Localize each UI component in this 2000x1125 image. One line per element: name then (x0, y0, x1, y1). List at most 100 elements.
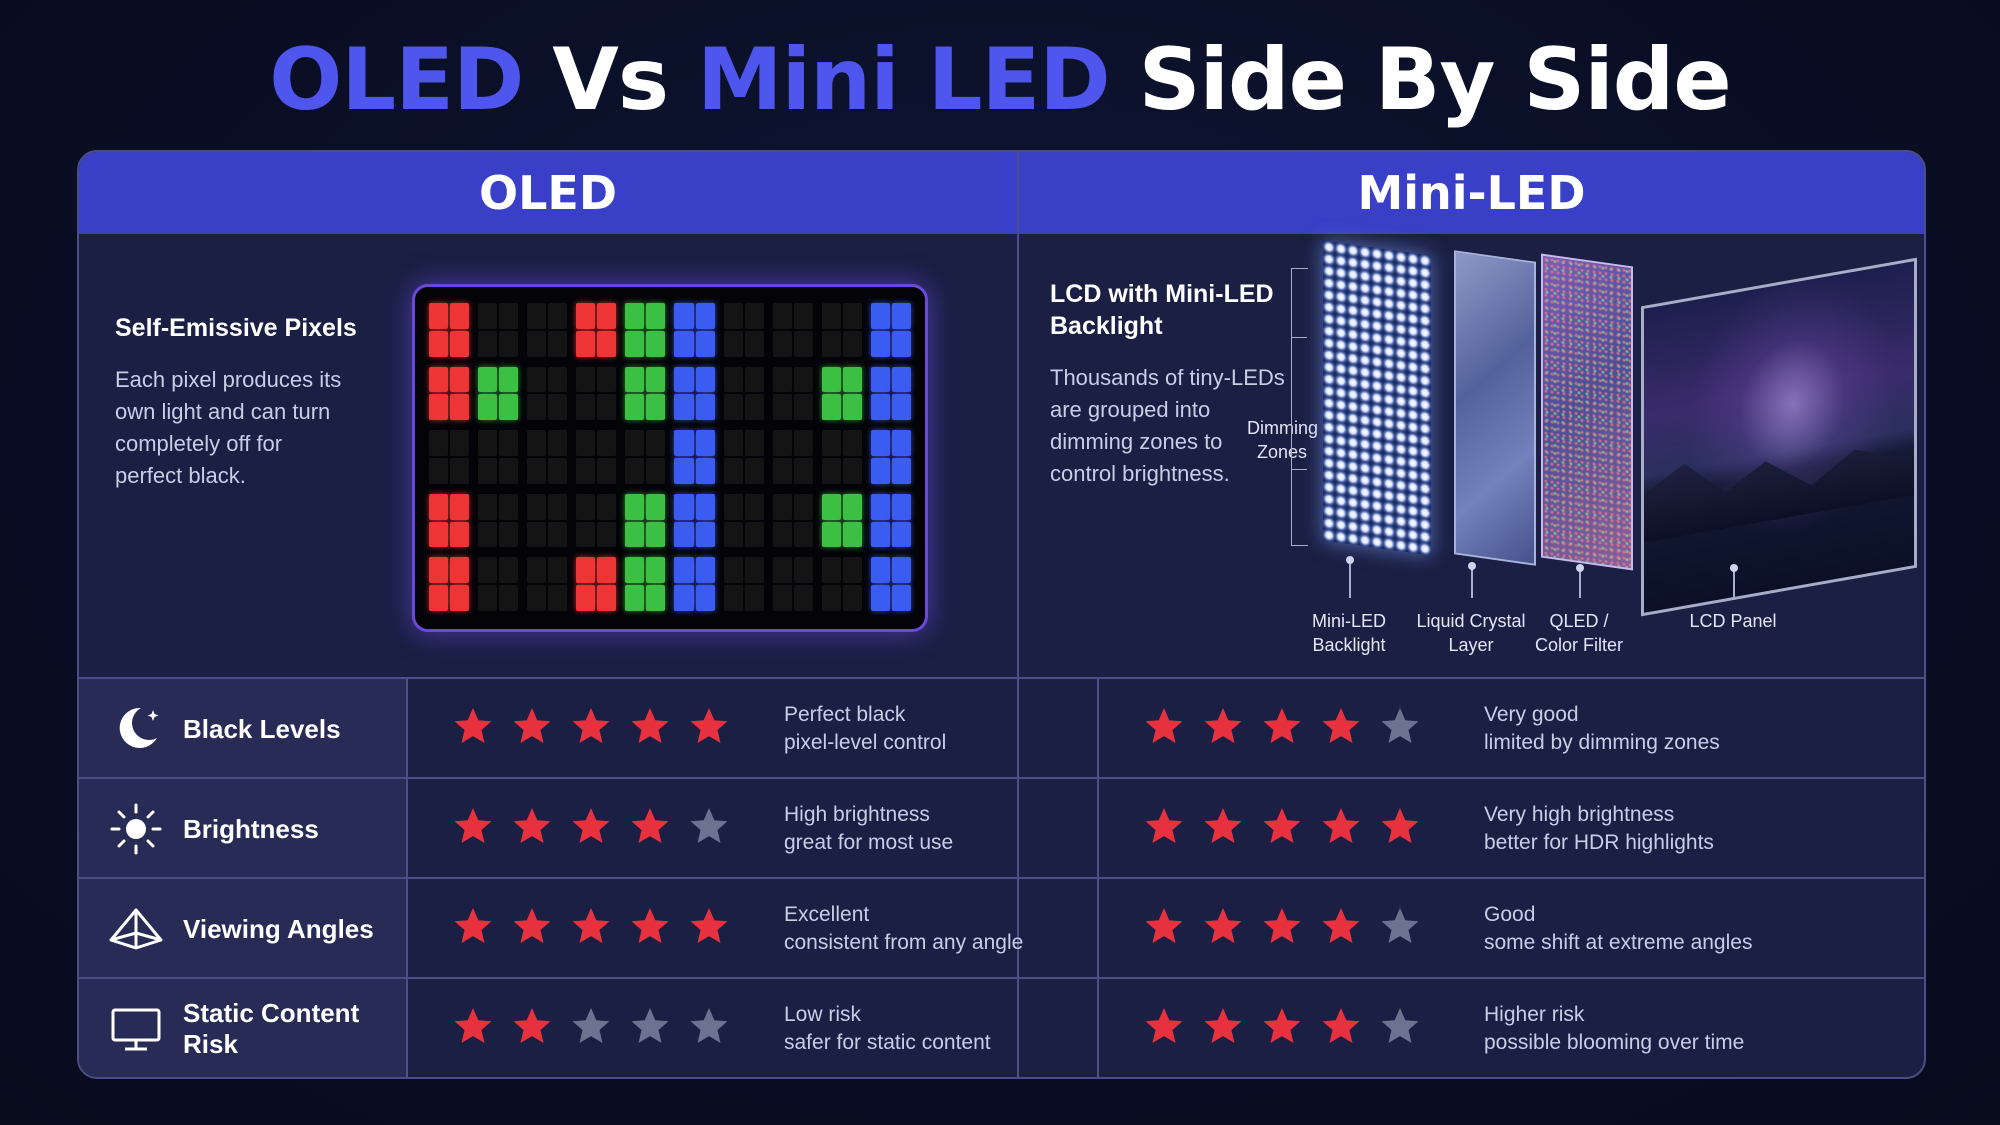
blue-pixel (870, 366, 911, 421)
color-filter-label: QLED / Color Filter (1509, 609, 1649, 657)
star-filled-icon (1322, 908, 1360, 943)
star-filled-icon (454, 908, 492, 943)
green-pixel (625, 366, 666, 421)
star-filled-icon (631, 708, 669, 743)
off-pixel (821, 303, 862, 357)
red-pixel (576, 303, 617, 357)
row-divider (79, 677, 1924, 679)
star-filled-icon (1381, 808, 1419, 843)
star-filled-icon (1145, 1008, 1183, 1043)
label-line: Layer (1448, 635, 1494, 655)
desc-line: own light and can turn (115, 399, 331, 424)
off-pixel (478, 303, 519, 357)
viewing-angle-icon (107, 900, 165, 958)
off-pixel (429, 430, 470, 484)
column-divider (1017, 152, 1019, 1077)
mini-led-feature-title: LCD with Mini-LED Backlight (1050, 278, 1274, 342)
mini-led-backlight-layer (1323, 240, 1431, 556)
star-filled-icon (572, 908, 610, 943)
color-filter-layer (1541, 253, 1633, 571)
star-empty-icon (631, 1008, 669, 1043)
blue-pixel (674, 430, 715, 484)
blue-pixel (674, 303, 715, 357)
title-line: LCD with Mini-LED (1050, 280, 1274, 308)
blue-pixel (674, 366, 715, 421)
leader-line (1730, 564, 1738, 598)
off-pixel (527, 430, 568, 484)
off-pixel (478, 430, 519, 484)
table-row: Brightness High brightness great for most… (79, 779, 1924, 879)
star-empty-icon (1381, 908, 1419, 943)
table-row: Black Levels Perfect black pixel-level co… (79, 679, 1924, 779)
monitor-icon (107, 1000, 165, 1058)
star-filled-icon (1204, 1008, 1242, 1043)
star-empty-icon (1381, 1008, 1419, 1043)
blue-pixel (674, 493, 715, 548)
red-pixel (429, 303, 470, 357)
star-filled-icon (1322, 708, 1360, 743)
star-filled-icon (1263, 708, 1301, 743)
row-divider (79, 977, 1924, 979)
star-filled-icon (631, 808, 669, 843)
star-filled-icon (631, 908, 669, 943)
off-pixel (723, 493, 764, 548)
star-filled-icon (454, 708, 492, 743)
liquid-crystal-label: Liquid Crystal Layer (1401, 609, 1541, 657)
row-label: Black Levels (183, 713, 341, 744)
star-empty-icon (1381, 708, 1419, 743)
dimming-zones-label: Dimming Zones (1247, 416, 1318, 464)
blue-pixel (870, 557, 911, 611)
off-pixel (527, 493, 568, 548)
star-filled-icon (454, 1008, 492, 1043)
red-pixel (576, 557, 617, 611)
label-line: Zones (1256, 442, 1308, 462)
label-line: Backlight (1312, 635, 1386, 655)
label-line: Mini-LED (1311, 611, 1386, 631)
star-filled-icon (690, 708, 728, 743)
table-row: Viewing Angles Excellent consistent from … (79, 879, 1924, 979)
off-pixel (723, 366, 764, 421)
label-line: LCD Panel (1689, 611, 1777, 631)
star-filled-icon (1145, 708, 1183, 743)
leader-line (1468, 562, 1476, 598)
off-pixel (723, 430, 764, 484)
blue-pixel (674, 557, 715, 611)
oled-star-rating (452, 905, 730, 947)
red-pixel (429, 557, 470, 611)
star-filled-icon (572, 808, 610, 843)
oled-rating-desc: Low risk safer for static content (784, 1003, 991, 1054)
mini-led-rating-desc: Very high brightness better for HDR high… (1484, 803, 1714, 854)
blue-pixel (870, 430, 911, 484)
star-filled-icon (690, 908, 728, 943)
star-filled-icon (1263, 908, 1301, 943)
cell-divider (1097, 677, 1099, 1077)
red-pixel (429, 493, 470, 548)
liquid-crystal-layer (1454, 250, 1536, 566)
star-filled-icon (1145, 908, 1183, 943)
row-label: Viewing Angles (183, 913, 374, 944)
off-pixel (478, 493, 519, 548)
star-filled-icon (454, 808, 492, 843)
off-pixel (772, 303, 813, 357)
pixel-grid (429, 303, 911, 611)
green-pixel (625, 557, 666, 611)
label-line: QLED / (1549, 611, 1609, 631)
mini-led-rating-desc: Higher risk possible blooming over time (1484, 1003, 1745, 1054)
star-empty-icon (572, 1008, 610, 1043)
desc-line: Thousands of tiny-LEDs (1050, 365, 1285, 390)
row-label-cell: Brightness (79, 779, 406, 879)
off-pixel (625, 430, 666, 484)
oled-star-rating (452, 1005, 730, 1047)
green-pixel (821, 493, 862, 548)
off-pixel (821, 430, 862, 484)
row-divider (79, 877, 1924, 879)
off-pixel (772, 366, 813, 421)
star-filled-icon (1204, 708, 1242, 743)
row-label-cell: Black Levels (79, 679, 406, 779)
lcd-panel-layer (1641, 257, 1917, 617)
star-filled-icon (1322, 808, 1360, 843)
star-empty-icon (690, 808, 728, 843)
oled-star-rating (452, 805, 730, 847)
table-row: Static Content Risk Low risk safer for st… (79, 979, 1924, 1077)
off-pixel (478, 557, 519, 611)
